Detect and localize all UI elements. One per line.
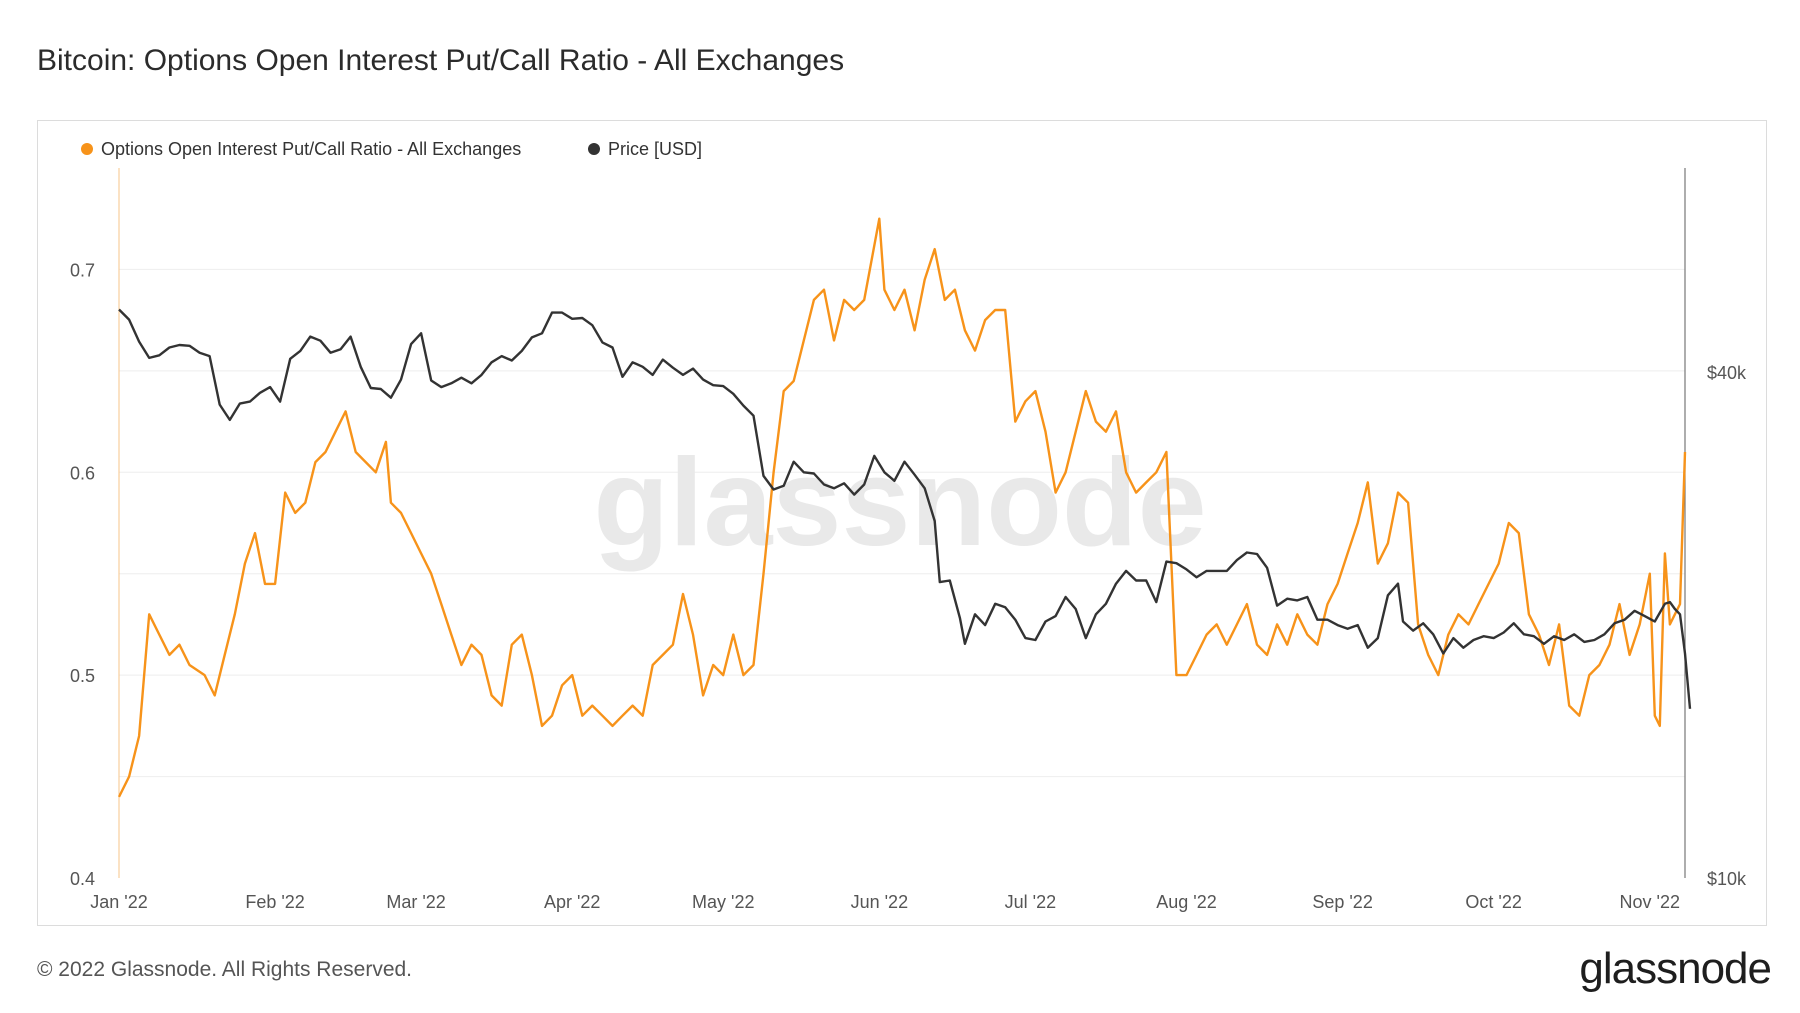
y-right-tick-label: $10k — [1707, 869, 1747, 889]
brand-logo: glassnode — [1579, 944, 1772, 993]
x-tick-label: May '22 — [692, 892, 754, 912]
x-tick-label: Oct '22 — [1465, 892, 1521, 912]
x-tick-label: Sep '22 — [1312, 892, 1373, 912]
x-tick-label: Nov '22 — [1620, 892, 1680, 912]
copyright-text: © 2022 Glassnode. All Rights Reserved. — [37, 958, 413, 981]
y-left-tick-label: 0.7 — [70, 260, 95, 280]
x-tick-label: Aug '22 — [1156, 892, 1217, 912]
page-title: Bitcoin: Options Open Interest Put/Call … — [37, 44, 845, 77]
x-tick-label: Feb '22 — [245, 892, 304, 912]
y-left-tick-label: 0.4 — [70, 869, 95, 889]
legend: Options Open Interest Put/Call Ratio - A… — [81, 139, 702, 159]
grid-lines — [119, 268, 1685, 778]
x-tick-label: Jun '22 — [851, 892, 908, 912]
x-tick-label: Jul '22 — [1005, 892, 1056, 912]
legend-item-price[interactable]: Price [USD] — [588, 139, 702, 159]
y-left-tick-label: 0.6 — [70, 463, 95, 483]
y-right-tick-label: $40k — [1707, 363, 1747, 383]
axes: 0.4 0.5 0.6 0.7 $10k $40k Jan '22 Feb '22 Mar '2… — [70, 168, 1747, 912]
y-left-tick-label: 0.5 — [70, 666, 95, 686]
legend-marker — [81, 143, 93, 155]
legend-item-put-call-ratio[interactable]: Options Open Interest Put/Call Ratio - A… — [81, 139, 521, 159]
legend-label: Price [USD] — [608, 139, 702, 159]
x-tick-label: Apr '22 — [544, 892, 600, 912]
x-tick-label: Jan '22 — [90, 892, 147, 912]
chart-frame — [37, 120, 1767, 926]
series-layer — [117, 217, 1692, 798]
legend-marker — [588, 143, 600, 155]
put-call-ratio-line — [117, 217, 1687, 798]
legend-label: Options Open Interest Put/Call Ratio - A… — [101, 139, 521, 159]
x-tick-label: Mar '22 — [386, 892, 445, 912]
watermark: glassnode — [593, 434, 1206, 572]
price-line — [118, 308, 1692, 709]
